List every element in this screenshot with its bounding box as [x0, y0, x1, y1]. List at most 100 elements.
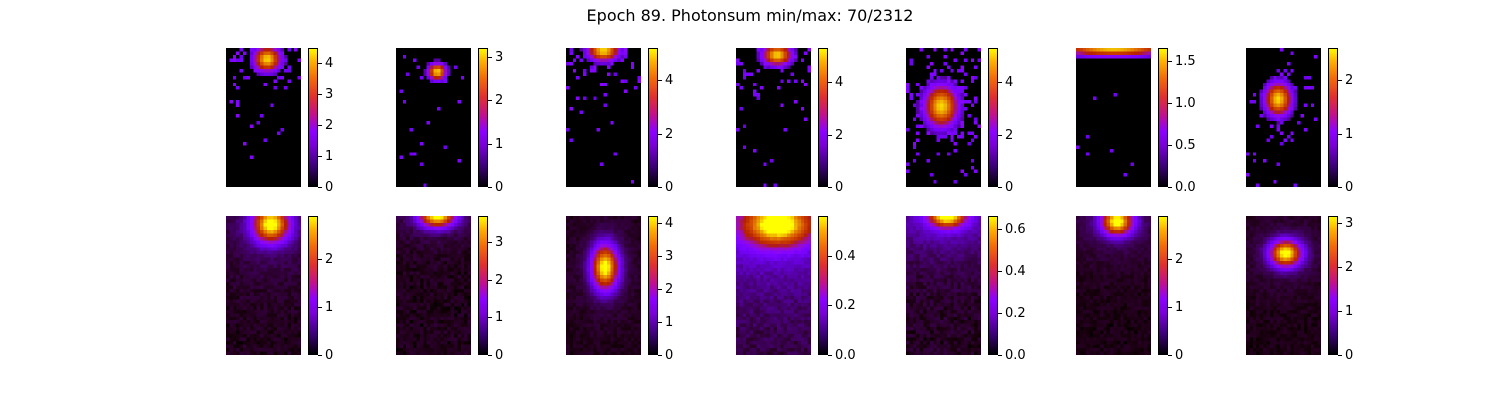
- colorbar-tick: [318, 156, 322, 157]
- colorbar-tick-label: 2: [1345, 260, 1354, 275]
- colorbar-tick: [828, 187, 832, 188]
- colorbar-tick: [658, 223, 662, 224]
- colorbar-tick: [318, 259, 322, 260]
- colorbar-tick-label: 3: [495, 50, 504, 65]
- heatmap-r1-c6: [1246, 216, 1321, 355]
- colorbar-tick: [998, 135, 1002, 136]
- colorbar-tick: [658, 355, 662, 356]
- colorbar-tick: [658, 134, 662, 135]
- heatmap-r0-c0: [226, 48, 301, 187]
- colorbar-r0-c2: [648, 48, 658, 187]
- colorbar-tick-label: 2: [665, 127, 674, 142]
- colorbar-tick-label: 1: [1175, 300, 1184, 315]
- colorbar-tick: [828, 82, 832, 83]
- colorbar-tick-label: 2: [1345, 73, 1354, 88]
- colorbar-tick-label: 0.2: [835, 298, 856, 313]
- colorbar-tick-label: 4: [1005, 75, 1014, 90]
- colorbar-tick: [1338, 355, 1342, 356]
- colorbar-tick-label: 0: [495, 180, 504, 195]
- colorbar-r0-c4: [988, 48, 998, 187]
- colorbar-tick: [1338, 187, 1342, 188]
- colorbar-tick-label: 3: [1345, 216, 1354, 231]
- colorbar-tick: [998, 187, 1002, 188]
- colorbar-tick: [488, 187, 492, 188]
- colorbar-tick-label: 0: [325, 180, 334, 195]
- colorbar-tick-label: 0.4: [1005, 264, 1026, 279]
- colorbar-r1-c6: [1328, 216, 1338, 355]
- colorbar-tick: [1338, 223, 1342, 224]
- colorbar-tick-label: 2: [665, 282, 674, 297]
- heatmap-r0-c2: [566, 48, 641, 187]
- heatmap-r1-c0: [226, 216, 301, 355]
- colorbar-tick-label: 1.0: [1175, 96, 1196, 111]
- colorbar-tick-label: 0.0: [1005, 348, 1026, 363]
- colorbar-tick-label: 1: [325, 300, 334, 315]
- colorbar-tick-label: 4: [665, 73, 674, 88]
- colorbar-tick: [318, 94, 322, 95]
- heatmap-r0-c6: [1246, 48, 1321, 187]
- colorbar-tick-label: 0.6: [1005, 222, 1026, 237]
- colorbar-tick: [1338, 80, 1342, 81]
- colorbar-tick-label: 3: [325, 87, 334, 102]
- colorbar-tick-label: 2: [325, 252, 334, 267]
- heatmap-r1-c4: [906, 216, 981, 355]
- colorbar-tick-label: 1: [1345, 127, 1354, 142]
- colorbar-r0-c1: [478, 48, 488, 187]
- heatmap-r1-c5: [1076, 216, 1151, 355]
- colorbar-tick: [828, 305, 832, 306]
- colorbar-tick: [1168, 355, 1172, 356]
- colorbar-tick: [1338, 134, 1342, 135]
- colorbar-tick: [1168, 187, 1172, 188]
- colorbar-tick: [488, 280, 492, 281]
- heatmap-r0-c3: [736, 48, 811, 187]
- colorbar-tick-label: 0: [325, 348, 334, 363]
- colorbar-tick-label: 2: [495, 93, 504, 108]
- colorbar-tick-label: 0: [1345, 348, 1354, 363]
- colorbar-r0-c5: [1158, 48, 1168, 187]
- colorbar-r0-c0: [308, 48, 318, 187]
- colorbar-tick-label: 1: [1345, 304, 1354, 319]
- colorbar-tick-label: 0.4: [835, 249, 856, 264]
- colorbar-tick: [828, 135, 832, 136]
- colorbar-r1-c1: [478, 216, 488, 355]
- colorbar-tick: [488, 317, 492, 318]
- colorbar-tick-label: 0: [1345, 180, 1354, 195]
- colorbar-r1-c2: [648, 216, 658, 355]
- colorbar-tick: [1338, 311, 1342, 312]
- colorbar-tick-label: 0.0: [1175, 180, 1196, 195]
- colorbar-tick: [318, 355, 322, 356]
- colorbar-tick: [1168, 145, 1172, 146]
- colorbar-tick-label: 0: [1005, 180, 1014, 195]
- colorbar-tick-label: 0.0: [835, 348, 856, 363]
- colorbar-tick-label: 3: [665, 249, 674, 264]
- colorbar-tick-label: 2: [495, 273, 504, 288]
- colorbar-tick: [318, 307, 322, 308]
- colorbar-tick: [658, 289, 662, 290]
- colorbar-tick: [998, 355, 1002, 356]
- colorbar-tick: [1168, 103, 1172, 104]
- colorbar-tick: [998, 82, 1002, 83]
- colorbar-tick-label: 1: [325, 149, 334, 164]
- colorbar-tick-label: 2: [835, 128, 844, 143]
- colorbar-tick: [1168, 61, 1172, 62]
- colorbar-tick-label: 2: [1005, 128, 1014, 143]
- colorbar-tick-label: 0: [1175, 348, 1184, 363]
- heatmap-r0-c4: [906, 48, 981, 187]
- figure-title: Epoch 89. Photonsum min/max: 70/2312: [586, 6, 914, 25]
- colorbar-r1-c3: [818, 216, 828, 355]
- colorbar-tick-label: 4: [325, 56, 334, 71]
- colorbar-tick: [828, 355, 832, 356]
- colorbar-tick: [1168, 307, 1172, 308]
- colorbar-tick-label: 0: [835, 180, 844, 195]
- heatmap-r0-c1: [396, 48, 471, 187]
- colorbar-tick: [658, 80, 662, 81]
- colorbar-r0-c6: [1328, 48, 1338, 187]
- colorbar-tick: [488, 242, 492, 243]
- colorbar-tick: [318, 125, 322, 126]
- colorbar-tick-label: 0.2: [1005, 306, 1026, 321]
- colorbar-tick: [828, 256, 832, 257]
- colorbar-tick: [488, 57, 492, 58]
- colorbar-tick-label: 2: [1175, 252, 1184, 267]
- colorbar-tick: [1338, 267, 1342, 268]
- colorbar-tick: [488, 144, 492, 145]
